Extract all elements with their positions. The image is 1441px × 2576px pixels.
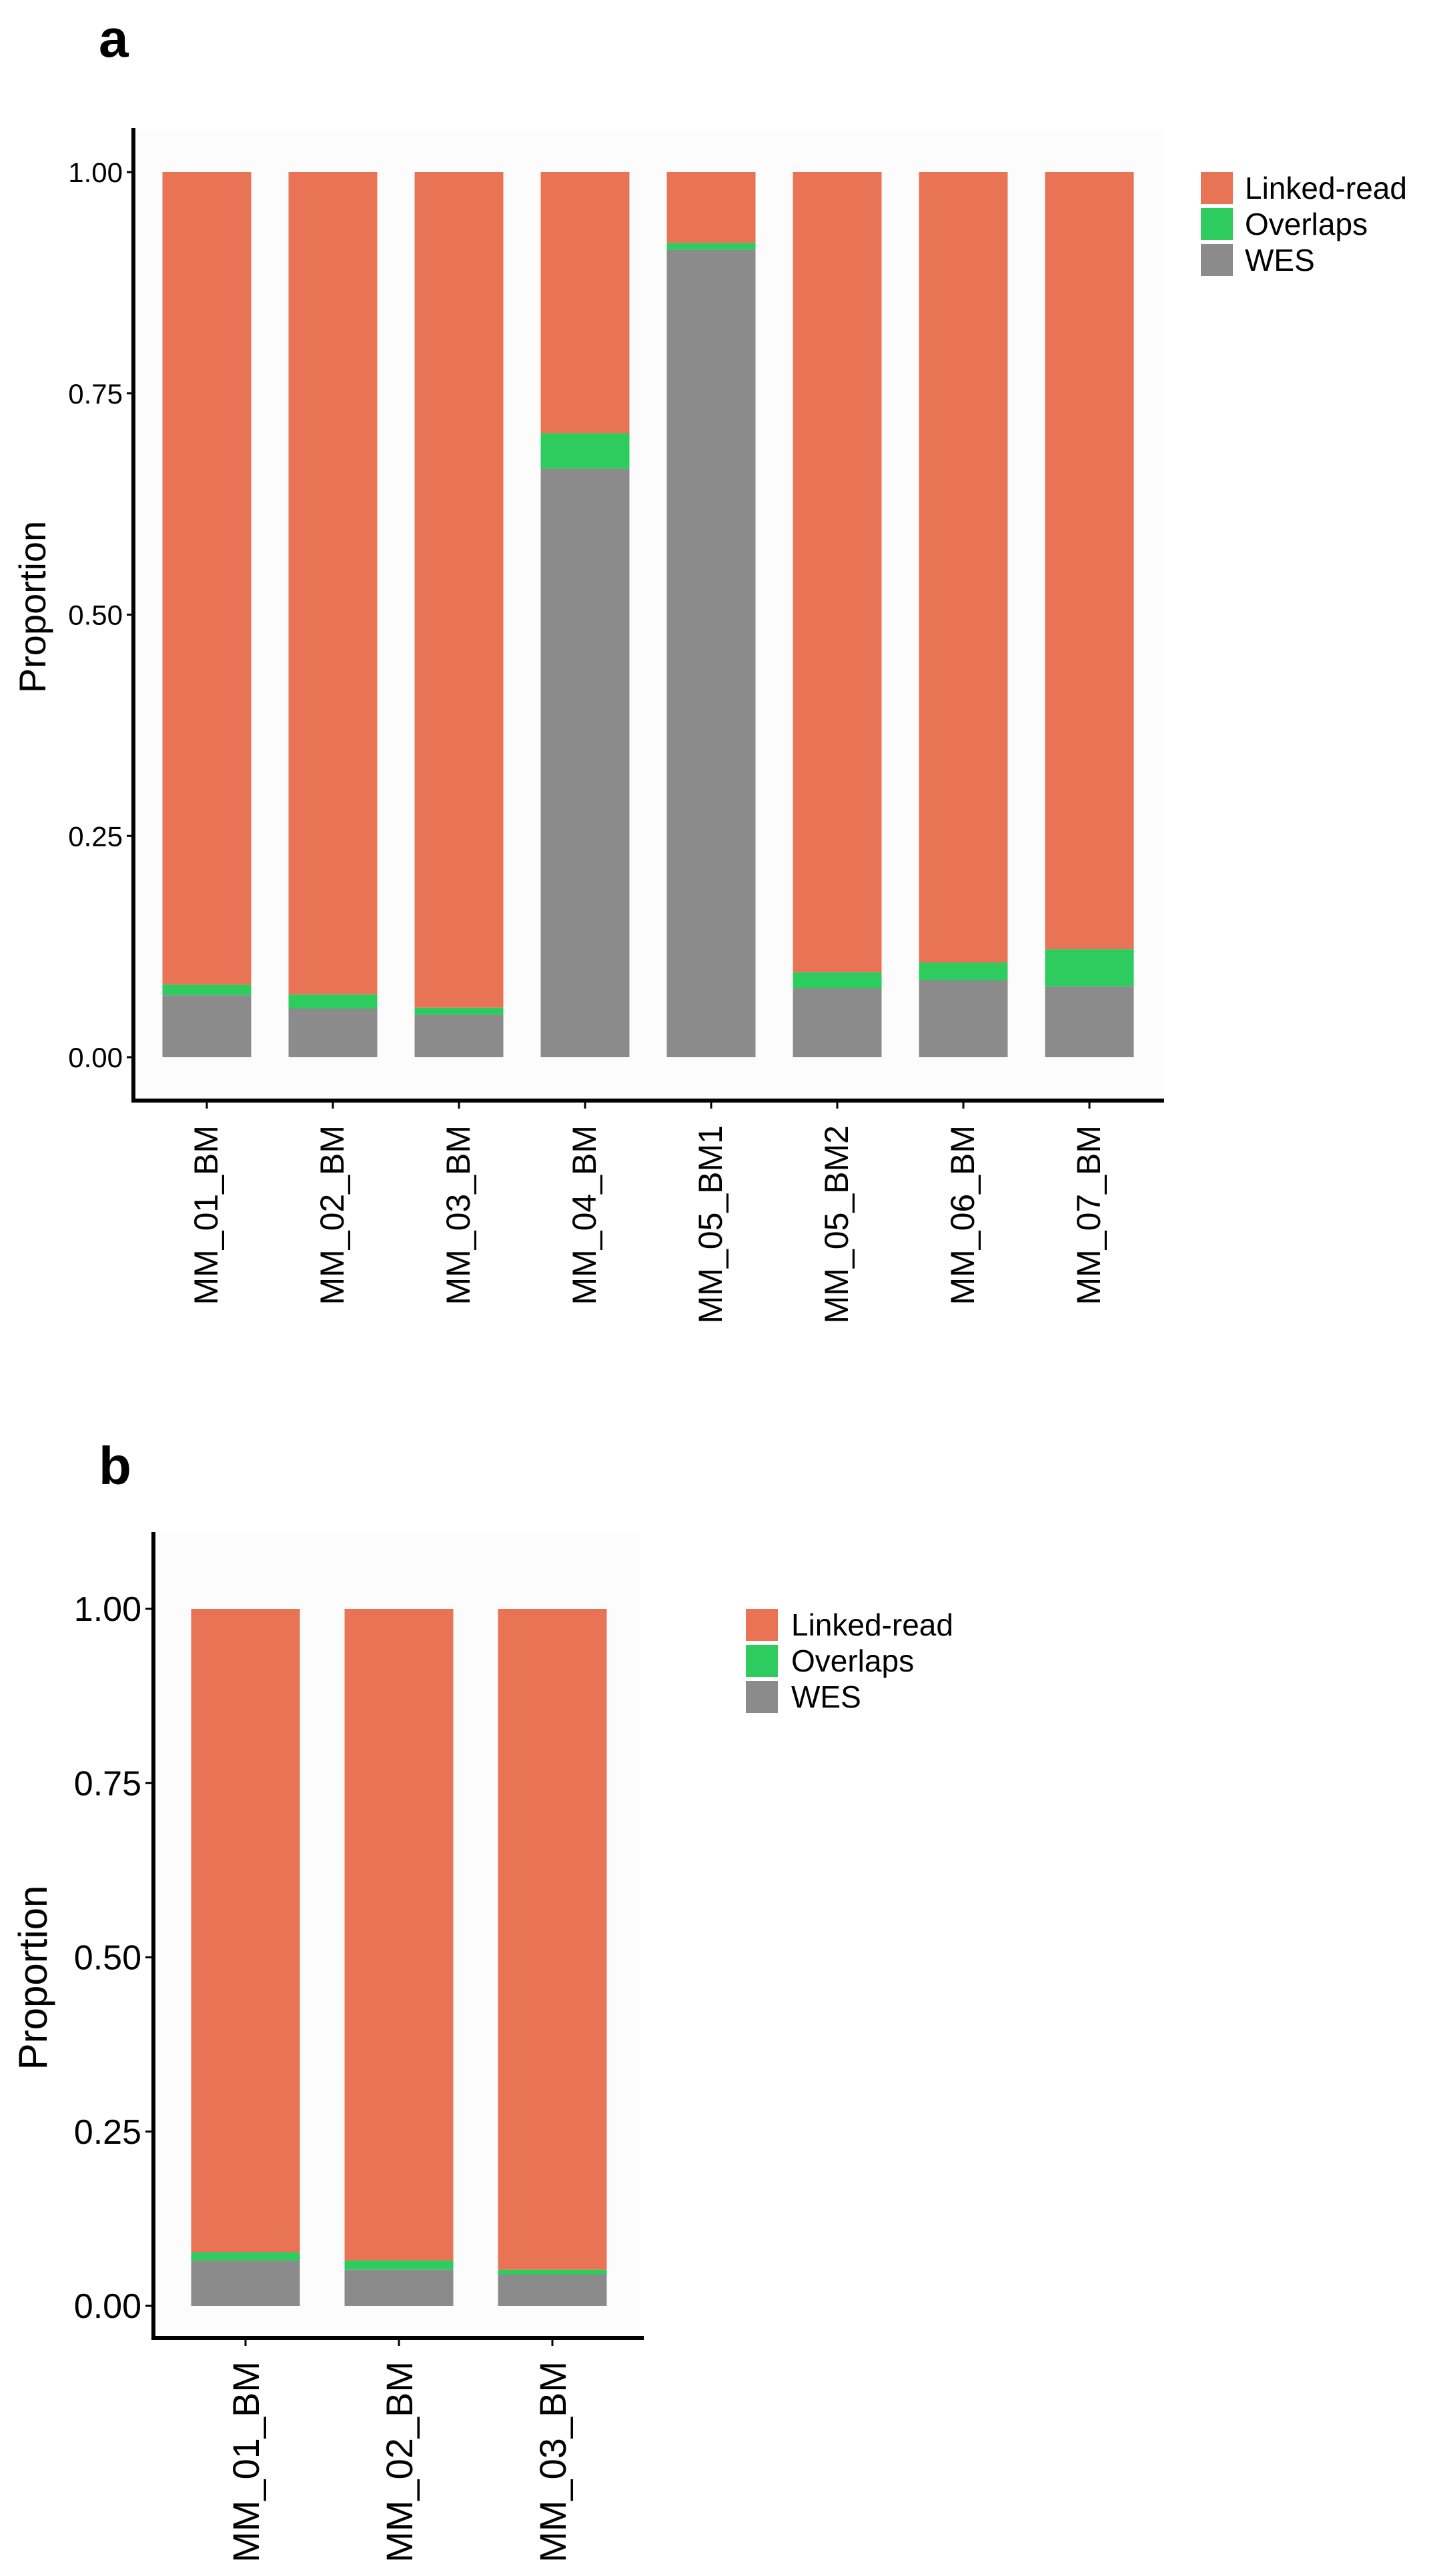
panel-b-x-tick-label: MM_01_BM (225, 2361, 267, 2563)
panel-b-y-axis-title: Proportion (11, 1886, 55, 2070)
panel-a-x-tick-label: MM_02_BM (314, 1125, 351, 1305)
panel-a-bar-mm-05-bm1-wes (666, 249, 756, 1057)
panel-a-x-tick-label: MM_01_BM (187, 1125, 225, 1305)
panel-a-bar-mm-04-bm-linked-read (540, 172, 630, 434)
panel-b-legend-swatch-wes (746, 1681, 778, 1713)
panel-a-bar-mm-01-bm-linked-read (162, 172, 252, 985)
panel-a-bar-mm-05-bm1-overlaps (666, 243, 756, 250)
panel-a-x-tick-label: MM_03_BM (440, 1125, 477, 1305)
panel-b-bar-mm-01-bm-linked-read (191, 1609, 300, 2252)
panel-a-bar-mm-04-bm-wes (540, 468, 630, 1057)
panel-a-legend-swatch-overlaps (1201, 208, 1233, 240)
panel-a-bar-mm-06-bm-wes (919, 980, 1008, 1057)
panel-b-x-tick-label: MM_02_BM (378, 2361, 420, 2563)
panel-a-bar-mm-07-bm-overlaps (1045, 949, 1134, 987)
panel-b-y-ticks: 0.00 0.25 0.50 0.75 1.00 (74, 1590, 153, 2326)
panel-b-bar-mm-02-bm-wes (344, 2269, 454, 2306)
panel-a-bar-mm-05-bm2-wes (793, 988, 882, 1057)
panel-a-bar-mm-02-bm-overlaps (288, 994, 378, 1009)
panel-a-bar-mm-01-bm-overlaps (162, 985, 252, 996)
panel-b-legend-label-wes: WES (791, 1680, 861, 1714)
panel-b-y-tick-label: 0.00 (74, 2287, 141, 2326)
panel-b-legend: Linked-read Overlaps WES (746, 1607, 953, 1714)
panel-a-bars (162, 172, 1134, 1057)
panel-b-y-tick-label: 0.50 (74, 1939, 141, 1978)
panel-a-x-tick-label: MM_05_BM2 (818, 1125, 855, 1323)
panel-b-bar-mm-01-bm-overlaps (191, 2252, 300, 2261)
panel-a-bar-mm-05-bm2-overlaps (793, 972, 882, 989)
panel-a-legend-label-wes: WES (1245, 243, 1315, 277)
panel-a-legend: Linked-read Overlaps WES (1201, 171, 1407, 277)
panel-a-y-tick-label: 1.00 (68, 157, 123, 188)
panel-b-bar-mm-03-bm-linked-read (498, 1609, 607, 2270)
panel-a: a 0.000.250.500.751.00 MM_01_BM MM_02_BM M… (11, 9, 1407, 1323)
panel-b: b 0.000.250.500.751.00 MM_01_BM MM_02_BM M… (11, 1436, 953, 2563)
panel-a-y-tick-label: 0.75 (68, 378, 123, 410)
panel-a-y-ticks: 0.00 0.25 0.50 0.75 1.00 (68, 157, 133, 1073)
panel-a-x-ticks: MM_01_BM MM_02_BM MM_03_BM MM_04_BM MM_05_BM… (187, 1101, 1107, 1323)
panel-b-bar-mm-02-bm-linked-read (344, 1609, 454, 2261)
panel-a-x-tick-label: MM_04_BM (566, 1125, 603, 1305)
panel-a-bar-mm-06-bm-linked-read (919, 172, 1008, 963)
panel-a-bar-mm-01-bm-wes (162, 995, 252, 1057)
panel-a-legend-swatch-wes (1201, 244, 1233, 276)
panel-b-bar-mm-02-bm-overlaps (344, 2261, 454, 2270)
panel-a-plot-background (133, 130, 1164, 1101)
panel-b-y-tick-label: 1.00 (74, 1590, 141, 1629)
panel-b-bar-mm-03-bm-overlaps (498, 2269, 607, 2275)
panel-b-letter: b (99, 1436, 131, 1495)
panel-b-legend-swatch-overlaps (746, 1645, 778, 1677)
panel-a-x-tick-label: MM_06_BM (944, 1125, 981, 1305)
panel-a-bar-mm-04-bm-overlaps (540, 433, 630, 469)
panel-a-legend-swatch-linked-read (1201, 172, 1233, 204)
panel-a-bar-mm-06-bm-overlaps (919, 962, 1008, 981)
panel-b-y-tick-label: 0.75 (74, 1764, 141, 1803)
panel-b-bar-mm-03-bm-wes (498, 2274, 607, 2306)
panel-a-legend-label-linked-read: Linked-read (1245, 171, 1407, 205)
panel-b-y-tick-label: 0.25 (74, 2113, 141, 2152)
panel-a-x-tick-label: MM_07_BM (1070, 1125, 1107, 1305)
panel-a-y-axis-title: Proportion (11, 521, 53, 693)
panel-a-bar-mm-03-bm-linked-read (414, 172, 504, 1008)
panel-a-legend-label-overlaps: Overlaps (1245, 207, 1368, 241)
panel-b-legend-label-overlaps: Overlaps (791, 1644, 914, 1678)
panel-a-y-tick-label: 0.50 (68, 600, 123, 631)
panel-a-bar-mm-07-bm-linked-read (1045, 172, 1134, 950)
panel-b-x-tick-label: MM_03_BM (532, 2361, 574, 2563)
panel-a-x-tick-label: MM_05_BM1 (692, 1125, 729, 1323)
panel-a-bar-mm-03-bm-wes (414, 1015, 504, 1057)
panel-a-bar-mm-07-bm-wes (1045, 986, 1134, 1057)
panel-a-letter: a (99, 9, 129, 68)
panel-b-bars (191, 1609, 607, 2306)
panel-a-bar-mm-02-bm-linked-read (288, 172, 378, 995)
panel-b-legend-label-linked-read: Linked-read (791, 1607, 953, 1642)
panel-a-y-tick-label: 0.25 (68, 820, 123, 852)
panel-a-bar-mm-03-bm-overlaps (414, 1007, 504, 1015)
panel-b-x-ticks: MM_01_BM MM_02_BM MM_03_BM (225, 2338, 574, 2563)
panel-a-bar-mm-02-bm-wes (288, 1009, 378, 1057)
panel-b-bar-mm-01-bm-wes (191, 2261, 300, 2306)
panel-b-legend-swatch-linked-read (746, 1609, 778, 1641)
panel-a-bar-mm-05-bm2-linked-read (793, 172, 882, 973)
panel-a-bar-mm-05-bm1-linked-read (666, 172, 756, 243)
panel-a-y-tick-label: 0.00 (68, 1042, 123, 1073)
